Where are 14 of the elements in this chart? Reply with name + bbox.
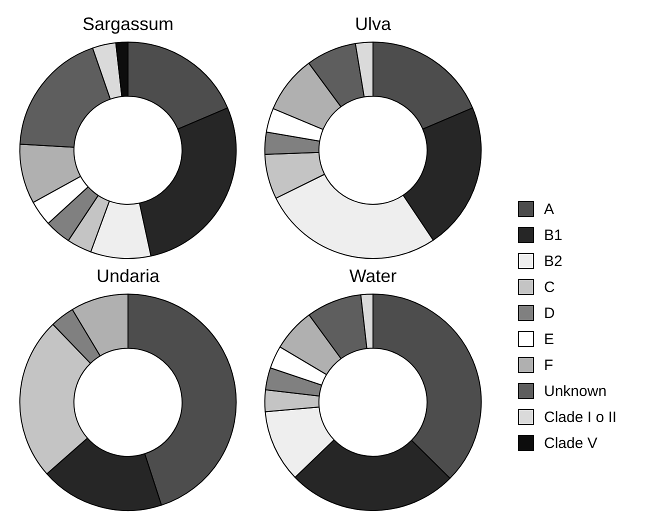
legend-label: A [544,200,554,218]
legend-label: Clade V [544,434,598,452]
legend-label: Clade I o II [544,408,617,426]
legend-label: D [544,304,555,322]
legend-label: Unknown [544,382,607,400]
legend-label: F [544,356,554,374]
chart-title: Sargassum [82,14,174,34]
chart-title: Ulva [354,14,392,34]
legend-label: B1 [544,226,562,244]
legend-label: C [544,278,555,296]
chart-title: Undaria [96,266,160,286]
legend-label: B2 [544,252,562,270]
chart-title: Water [349,266,397,286]
legend-label: E [544,330,554,348]
